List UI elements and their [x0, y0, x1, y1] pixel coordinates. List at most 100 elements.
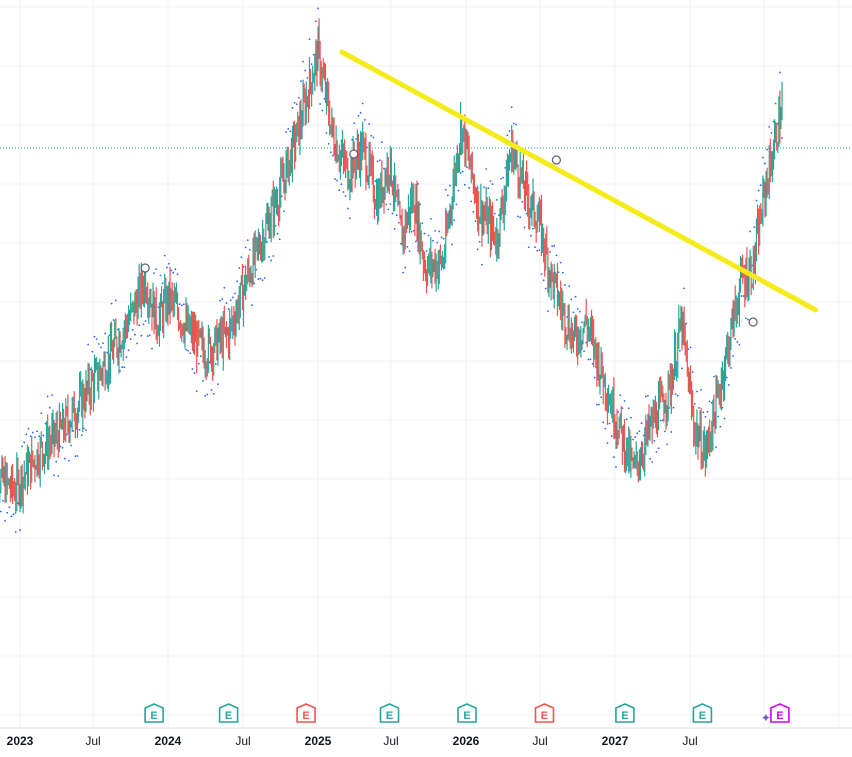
sar-dot	[304, 69, 307, 72]
dividend-marker[interactable]	[349, 149, 359, 159]
sar-dot	[274, 224, 277, 227]
sar-dot	[268, 255, 270, 258]
sar-dot	[455, 203, 458, 206]
candlestick-series	[0, 18, 783, 514]
sar-dot	[581, 321, 583, 324]
sar-dot	[504, 166, 507, 169]
sar-dot	[544, 287, 547, 290]
sar-dot	[659, 419, 662, 422]
earnings-marker[interactable]: E	[379, 703, 400, 723]
trendline[interactable]	[339, 49, 819, 313]
sar-dot	[283, 210, 285, 213]
sar-dot	[385, 203, 388, 206]
time-axis[interactable]: 2023 Jul 2024 Jul 2025 Jul 2026 Jul 2027 Jul	[7, 734, 698, 748]
sar-dot	[761, 156, 764, 159]
sar-dot	[97, 343, 100, 345]
sar-dot	[172, 271, 175, 274]
sar-dot	[257, 278, 260, 280]
sar-dot	[212, 392, 215, 395]
sar-dot	[423, 232, 426, 235]
sar-dot	[0, 510, 2, 513]
sar-dot	[564, 284, 566, 286]
earnings-marker[interactable]: E	[218, 703, 239, 723]
sar-dot	[627, 407, 630, 410]
sar-dot	[610, 435, 613, 438]
earnings-marker[interactable]: E	[457, 703, 477, 723]
sar-dot	[412, 229, 415, 232]
dividend-marker[interactable]	[140, 263, 150, 273]
sar-dot	[742, 295, 745, 297]
sar-dot	[165, 266, 168, 269]
sar-dot	[764, 162, 766, 165]
sar-dot	[678, 349, 681, 352]
sar-dot	[515, 123, 517, 126]
sar-dot	[438, 230, 441, 233]
earnings-badge	[615, 703, 635, 723]
sar-dot	[200, 355, 202, 358]
sar-dot	[408, 250, 411, 252]
sar-dot	[653, 440, 656, 442]
sar-dot	[114, 299, 117, 302]
sar-dot	[314, 20, 317, 23]
sar-dot	[466, 166, 468, 169]
sar-dot	[689, 346, 692, 349]
sar-dot	[117, 328, 119, 331]
sar-dot	[621, 407, 624, 410]
sar-dot	[374, 180, 377, 182]
time-axis-label: Jul	[532, 734, 547, 748]
sar-dot	[261, 279, 264, 282]
sar-dot	[478, 240, 481, 243]
sar-dot	[776, 122, 779, 125]
sar-dot	[638, 430, 641, 433]
sar-dot	[532, 227, 534, 230]
sar-dot	[472, 210, 475, 213]
sar-dot	[432, 239, 434, 242]
sar-dot	[368, 123, 370, 125]
earnings-label: E	[302, 710, 309, 722]
time-axis-label: 2024	[155, 734, 182, 748]
sar-dot	[223, 286, 226, 289]
sar-dot	[619, 394, 622, 397]
sar-dot	[757, 189, 760, 192]
sar-dot	[632, 438, 634, 441]
earnings-marker[interactable]: E	[692, 703, 713, 723]
earnings-marker[interactable]: E✦	[761, 703, 790, 725]
sar-dot	[715, 446, 717, 449]
sar-dot	[359, 111, 362, 114]
sar-dot	[708, 400, 711, 403]
earnings-marker[interactable]: E	[296, 703, 316, 723]
sar-dot	[36, 430, 38, 433]
earnings-marker[interactable]: E	[144, 703, 164, 723]
sar-dot	[383, 167, 385, 170]
sar-dot	[670, 431, 673, 433]
sar-dot	[185, 348, 187, 351]
earnings-marker[interactable]: E	[534, 703, 555, 723]
sar-dot	[523, 226, 526, 229]
sar-dot	[529, 234, 532, 237]
sar-dot	[730, 367, 732, 369]
earnings-badge	[692, 703, 713, 723]
sar-dot	[193, 372, 196, 374]
sar-dot	[336, 179, 339, 182]
sar-dot	[99, 346, 102, 349]
sar-dot	[176, 273, 179, 276]
sar-dot	[732, 355, 734, 357]
sar-dot	[244, 246, 247, 249]
sar-dot	[415, 240, 417, 243]
earnings-marker[interactable]: E	[615, 703, 635, 723]
sar-dot	[76, 455, 79, 457]
sar-dot	[187, 349, 190, 352]
sar-dot	[719, 425, 722, 428]
sar-dot	[600, 396, 602, 399]
sar-dot	[695, 390, 698, 393]
sar-dot	[174, 268, 177, 271]
dividend-marker[interactable]	[551, 155, 562, 165]
sar-dot	[751, 264, 754, 267]
earnings-badge	[379, 703, 400, 723]
sar-dot	[500, 177, 502, 180]
sar-dot	[89, 368, 92, 371]
sar-dot	[108, 334, 111, 337]
sar-dot	[625, 418, 628, 421]
dividend-marker[interactable]	[748, 317, 758, 327]
